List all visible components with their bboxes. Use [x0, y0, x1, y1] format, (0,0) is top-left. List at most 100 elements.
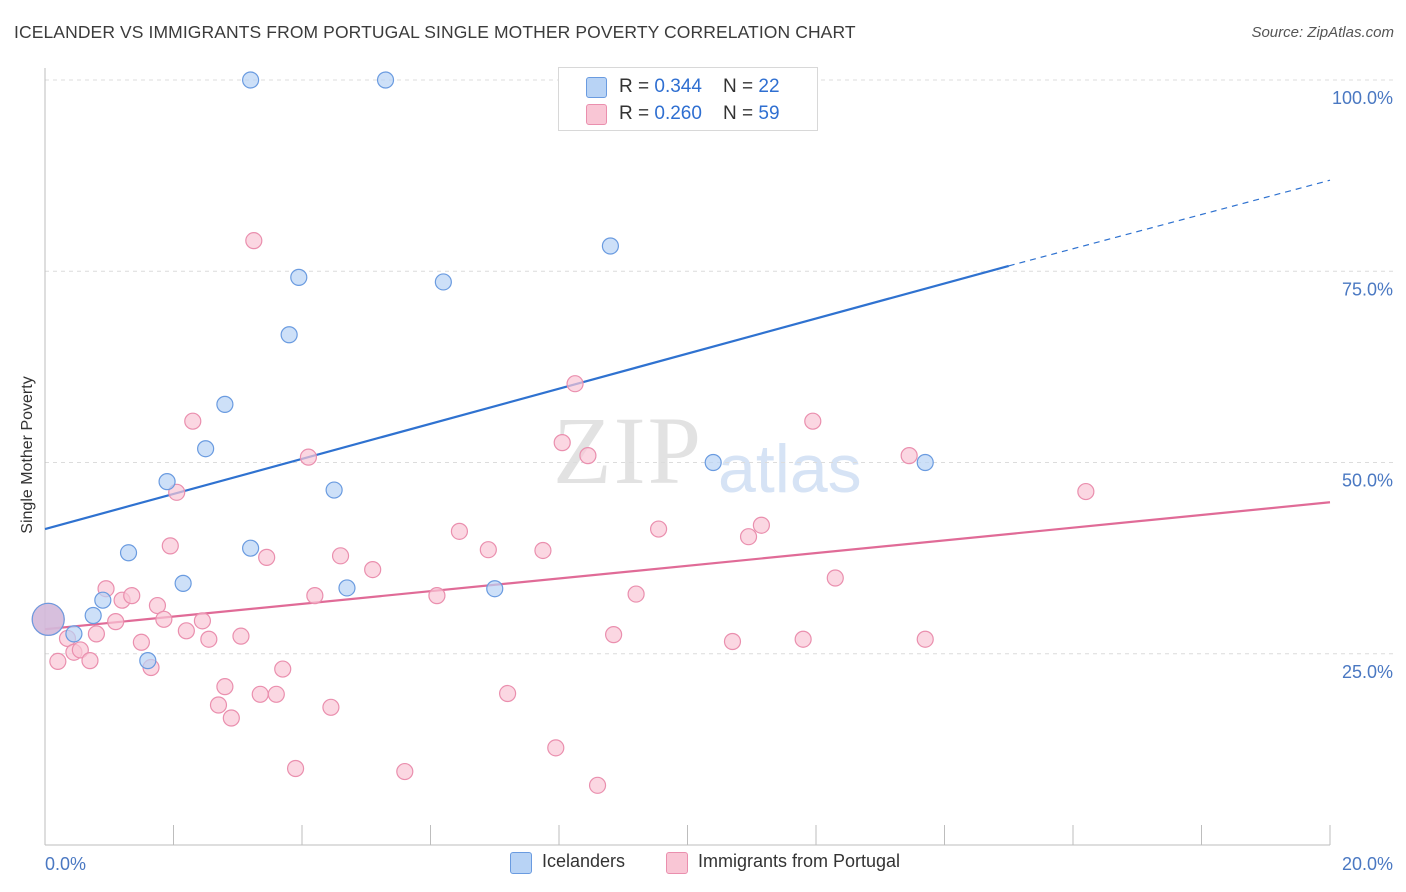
trend-line-icelanders — [44, 264, 1010, 531]
data-point-portugal — [627, 585, 645, 603]
data-point-portugal — [534, 541, 552, 560]
trend-line-icelanders-extension — [1008, 179, 1331, 267]
data-point-portugal — [155, 610, 173, 628]
data-point-portugal — [222, 709, 240, 727]
data-point-portugal — [579, 447, 597, 465]
data-point-portugal — [87, 625, 106, 643]
data-point-portugal — [396, 762, 414, 781]
data-point-portugal — [479, 541, 497, 559]
data-point-portugal — [251, 685, 269, 703]
data-point-icelanders — [376, 71, 395, 89]
data-point-portugal — [123, 587, 141, 605]
legend-r-value: 0.344 — [654, 76, 702, 97]
data-point-portugal — [428, 587, 446, 605]
data-point-portugal — [148, 596, 167, 615]
data-point-icelanders — [916, 453, 934, 472]
legend-label-icelanders: Icelanders — [542, 851, 626, 871]
data-point-icelanders — [158, 473, 176, 491]
data-point-portugal — [1077, 482, 1095, 501]
data-point-portugal — [588, 776, 607, 794]
data-point-portugal — [132, 633, 150, 651]
data-point-portugal — [161, 537, 179, 555]
data-point-portugal — [605, 626, 623, 644]
data-point-icelanders — [65, 625, 83, 643]
data-point-icelanders — [31, 602, 65, 636]
data-point-portugal — [81, 652, 99, 670]
data-point-icelanders — [434, 273, 452, 291]
legend-n-label: N = — [723, 103, 759, 124]
data-point-icelanders — [119, 544, 138, 562]
data-point-portugal — [553, 434, 571, 452]
source-label: Source: ZipAtlas.com — [1251, 24, 1394, 41]
trend-line-portugal — [44, 501, 1331, 631]
data-point-portugal — [794, 630, 812, 648]
data-point-portugal — [245, 232, 263, 250]
legend-swatch-portugal — [666, 852, 688, 874]
data-point-icelanders — [290, 268, 308, 286]
y-tick-label: 75.0% — [1342, 279, 1393, 299]
stats-legend: R = 0.344 N = 22 R = 0.260 N = 59 — [558, 67, 818, 131]
data-point-portugal — [200, 630, 218, 648]
y-tick-label: 50.0% — [1342, 471, 1393, 491]
data-point-icelanders — [174, 574, 192, 592]
watermark-atlas: atlas — [718, 431, 862, 507]
data-point-icelanders — [242, 539, 260, 557]
data-point-portugal — [299, 448, 318, 466]
data-point-portugal — [71, 641, 89, 659]
trend-lines — [44, 179, 1331, 631]
data-point-icelanders — [242, 71, 260, 89]
legend-n-value: 22 — [758, 76, 780, 97]
data-point-portugal — [258, 548, 276, 566]
data-point-portugal — [184, 412, 202, 430]
grid-lines — [45, 79, 1395, 655]
data-point-portugal — [306, 587, 324, 605]
tick-labels: 25.0% 50.0% 75.0% 100.0% 0.0% 20.0% — [45, 88, 1393, 874]
data-point-portugal — [804, 412, 822, 430]
legend-n-label: N = — [723, 76, 759, 97]
data-point-icelanders — [601, 237, 620, 255]
data-point-portugal — [193, 612, 212, 630]
data-point-portugal — [331, 547, 350, 565]
data-point-portugal — [49, 652, 67, 671]
data-point-portugal — [566, 375, 584, 393]
data-point-portugal — [752, 516, 770, 534]
data-point-portugal — [209, 696, 228, 714]
y-tick-label: 100.0% — [1332, 88, 1393, 108]
data-point-portugal — [826, 569, 844, 587]
data-point-portugal — [364, 560, 382, 579]
legend-swatch-pink — [586, 103, 607, 125]
data-point-portugal — [322, 698, 340, 716]
data-point-portugal — [107, 613, 125, 631]
data-point-portugal — [168, 483, 186, 501]
data-point-portugal — [916, 630, 934, 648]
data-point-icelanders — [139, 652, 157, 670]
legend-r-label: R = — [619, 76, 655, 97]
legend-r-label: R = — [619, 103, 655, 124]
data-point-icelanders — [84, 606, 102, 625]
data-point-portugal — [723, 632, 742, 651]
legend-swatch-blue — [586, 76, 607, 98]
data-point-portugal — [900, 447, 918, 465]
y-tick-label: 25.0% — [1342, 662, 1393, 682]
data-point-portugal — [450, 522, 469, 540]
chart-title: ICELANDER VS IMMIGRANTS FROM PORTUGAL SI… — [14, 22, 856, 42]
data-point-icelanders — [486, 580, 504, 598]
legend-swatch-icelanders — [510, 852, 532, 874]
axes — [44, 68, 1331, 846]
data-point-icelanders — [94, 591, 112, 609]
data-point-portugal — [232, 627, 250, 645]
data-point-portugal — [286, 759, 305, 778]
data-point-portugal — [274, 660, 292, 678]
data-point-portugal — [267, 685, 285, 703]
x-tick-label: 20.0% — [1342, 854, 1393, 874]
data-point-icelanders — [280, 326, 298, 344]
data-point-icelanders — [325, 481, 343, 499]
series-icelanders-points — [31, 71, 934, 670]
data-point-portugal — [547, 739, 565, 757]
data-point-icelanders — [704, 453, 722, 472]
series-portugal-points — [31, 232, 1095, 794]
data-point-portugal — [216, 678, 234, 696]
legend-n-value: 59 — [758, 103, 780, 124]
data-point-icelanders — [338, 579, 356, 597]
